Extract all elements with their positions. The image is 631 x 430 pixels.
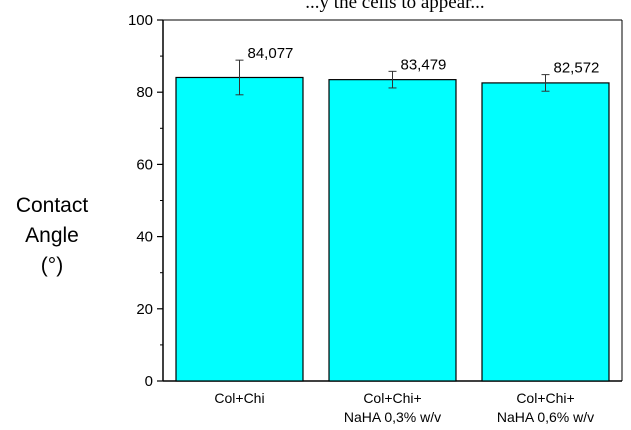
y-tick-label: 0 bbox=[145, 373, 153, 390]
y-axis-label-line: Angle bbox=[25, 224, 79, 247]
x-tick-label: NaHA 0,6% w/v bbox=[497, 409, 594, 425]
x-tick-label: NaHA 0,3% w/v bbox=[344, 409, 441, 425]
y-axis: 0 20 40 60 80 100 bbox=[128, 12, 164, 390]
data-label: 82,572 bbox=[554, 60, 600, 77]
y-axis-label-line: (°) bbox=[41, 254, 63, 277]
y-tick-label: 20 bbox=[136, 301, 153, 318]
data-label: 84,077 bbox=[248, 45, 294, 62]
chart-title: ...y the cells to appear... bbox=[305, 0, 484, 13]
x-tick-label: Col+Chi bbox=[214, 390, 264, 406]
x-tick-label: Col+Chi+ bbox=[516, 390, 574, 406]
data-label: 83,479 bbox=[401, 56, 447, 73]
x-tick-label: Col+Chi+ bbox=[363, 390, 421, 406]
y-axis-label: Contact Angle (°) bbox=[16, 194, 89, 277]
y-tick-label: 80 bbox=[136, 84, 153, 101]
bar bbox=[175, 76, 304, 382]
y-tick-label: 60 bbox=[136, 156, 153, 173]
y-tick-label: 100 bbox=[128, 12, 153, 29]
y-axis-label-line: Contact bbox=[16, 194, 89, 217]
bar bbox=[481, 82, 610, 382]
plot-area: 84,077 Col+Chi 83,479 Col+Chi+ NaHA 0,3% w/v… bbox=[163, 19, 623, 425]
bar bbox=[328, 79, 457, 382]
y-tick-label: 40 bbox=[136, 229, 153, 246]
